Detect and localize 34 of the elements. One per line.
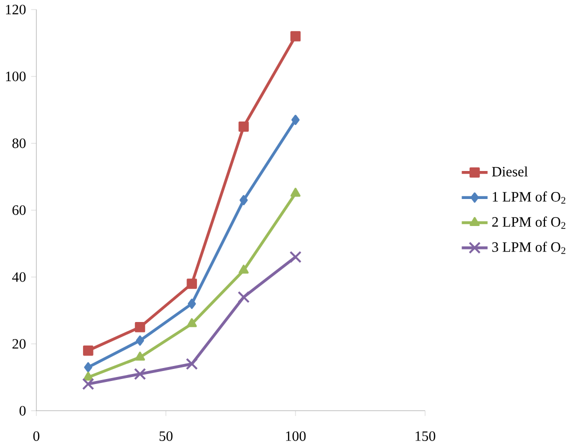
point bbox=[134, 352, 146, 361]
y-tick-label: 20 bbox=[12, 339, 26, 349]
y-tick-label: 120 bbox=[6, 4, 26, 15]
point bbox=[186, 278, 197, 289]
point bbox=[83, 346, 94, 356]
point bbox=[238, 122, 249, 132]
y-tick-label: 40 bbox=[12, 272, 26, 282]
point bbox=[84, 362, 92, 373]
x-tick-label: 100 bbox=[286, 431, 306, 442]
point bbox=[291, 114, 300, 126]
y-tick-label: 80 bbox=[12, 138, 26, 148]
point bbox=[289, 251, 302, 264]
legend-label: 1 LPM of O$_{2}$ bbox=[492, 192, 566, 204]
y-tick-label: 0 bbox=[20, 406, 26, 416]
legend-label: 3 LPM of O$_{2}$ bbox=[492, 242, 566, 254]
point bbox=[238, 291, 250, 304]
point bbox=[186, 318, 197, 328]
point bbox=[290, 188, 301, 197]
point bbox=[134, 368, 146, 380]
point bbox=[240, 195, 248, 206]
point bbox=[290, 31, 301, 42]
x-tick-label: 150 bbox=[416, 431, 436, 442]
y-tick-label: 60 bbox=[12, 206, 26, 216]
point bbox=[186, 358, 198, 370]
x-tick-label: 50 bbox=[160, 431, 173, 442]
legend-label: 2 LPM of O$_{2}$ bbox=[492, 216, 566, 229]
legend-label: Diesel bbox=[492, 166, 528, 177]
x-tick-label: 0 bbox=[33, 431, 40, 442]
point bbox=[188, 298, 196, 310]
point bbox=[238, 264, 249, 274]
point bbox=[82, 378, 94, 390]
point bbox=[134, 322, 146, 332]
y-tick-label: 100 bbox=[6, 72, 26, 82]
point bbox=[136, 336, 144, 346]
